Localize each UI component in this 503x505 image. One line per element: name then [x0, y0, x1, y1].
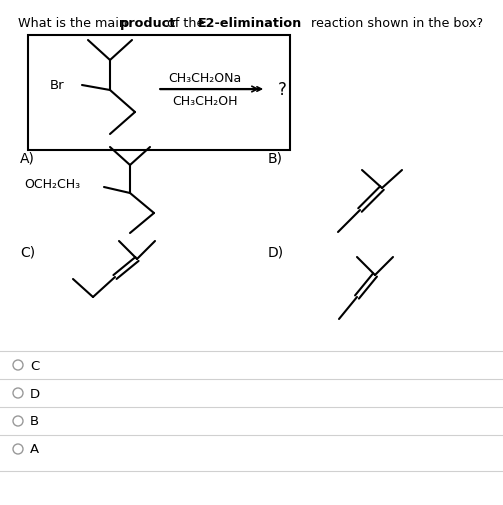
Text: A: A [30, 442, 39, 456]
Text: B): B) [268, 150, 283, 165]
Text: OCH₂CH₃: OCH₂CH₃ [24, 177, 80, 190]
Text: D: D [30, 387, 40, 400]
Text: B: B [30, 415, 39, 428]
Text: C: C [30, 359, 39, 372]
Text: A): A) [20, 150, 35, 165]
Text: product: product [120, 17, 176, 30]
Bar [28, 36, 290, 150]
Text: D): D) [268, 245, 284, 260]
Text: CH₃CH₂ONa: CH₃CH₂ONa [169, 71, 241, 84]
Text: What is the main: What is the main [18, 17, 131, 30]
Text: reaction shown in the box?: reaction shown in the box? [307, 17, 483, 30]
Text: of the: of the [163, 17, 208, 30]
Text: C): C) [20, 245, 35, 260]
Text: CH₃CH₂OH: CH₃CH₂OH [172, 94, 238, 107]
Text: E2-elimination: E2-elimination [198, 17, 302, 30]
Text: ?: ? [278, 81, 286, 99]
Text: Br: Br [49, 78, 64, 91]
